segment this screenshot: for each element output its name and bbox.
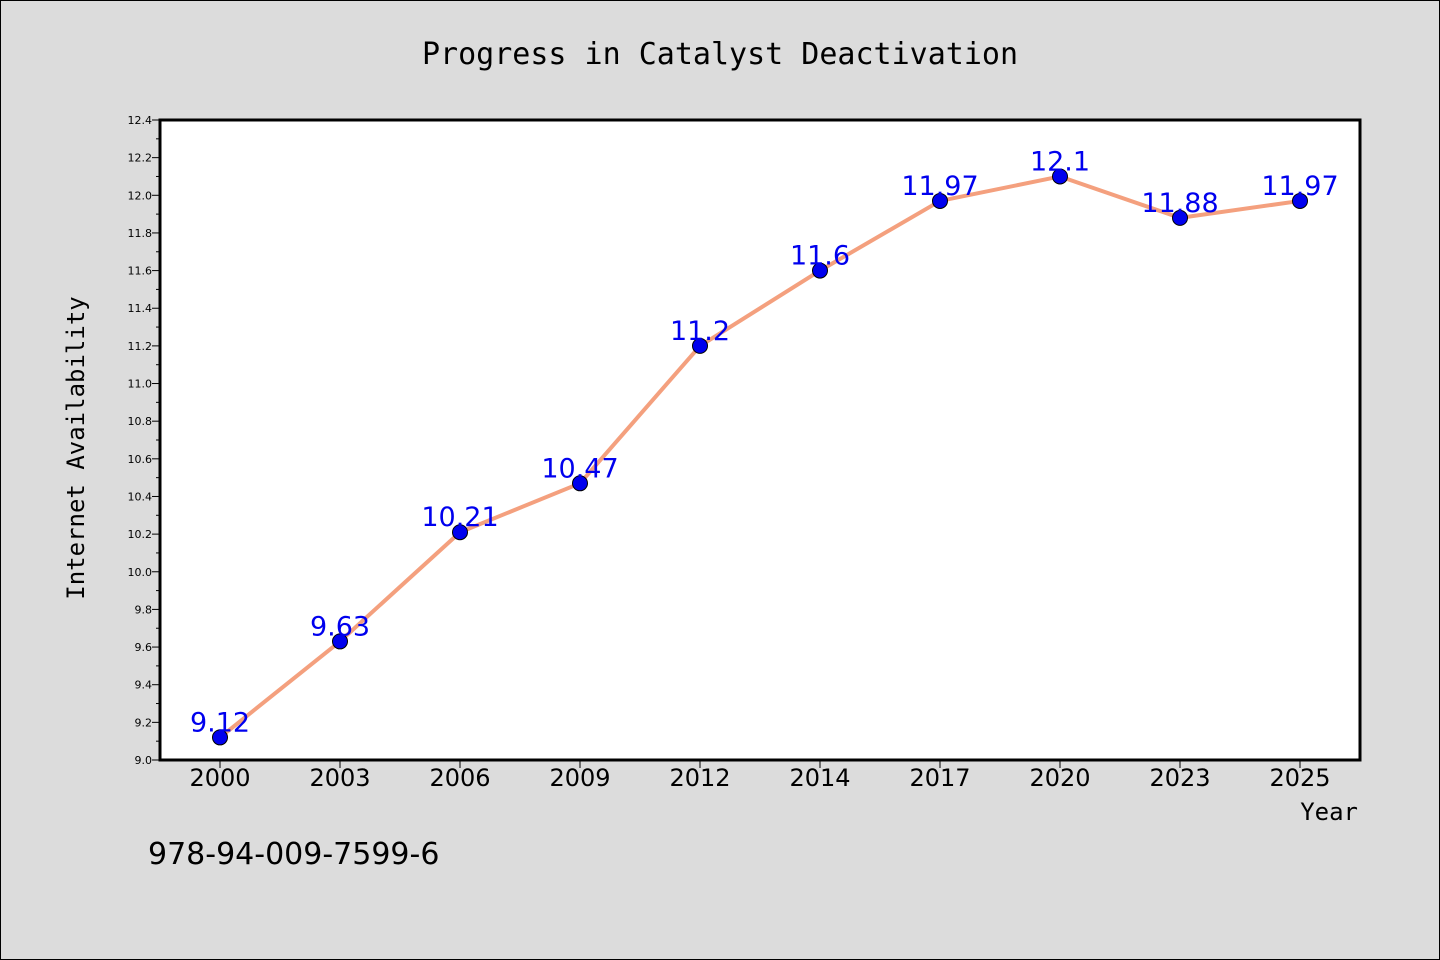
y-tick-label: 12.4 <box>128 114 153 127</box>
data-label: 11.88 <box>1141 188 1218 219</box>
x-tick-label: 2000 <box>189 764 250 792</box>
data-label: 11.6 <box>790 241 850 272</box>
y-tick-label: 11.0 <box>128 378 153 391</box>
data-label: 11.97 <box>1261 171 1338 202</box>
y-tick-label: 11.8 <box>128 227 153 240</box>
data-point <box>812 262 828 279</box>
y-tick-label: 9.4 <box>135 679 153 692</box>
series-line <box>218 174 1302 740</box>
y-tick-label: 12.2 <box>128 152 153 165</box>
x-axis-ticks: 2000 2003 2006 2009 2012 2014 2017 2020 2023 2025 <box>189 760 1331 792</box>
data-label: 11.2 <box>670 316 730 347</box>
y-tick-label: 10.2 <box>128 528 153 541</box>
x-tick-label: 2025 <box>1269 764 1330 792</box>
data-label: 12.1 <box>1030 146 1090 177</box>
data-point <box>1052 168 1068 185</box>
data-point <box>452 524 468 541</box>
x-axis-label: Year <box>1300 798 1358 826</box>
plot-border <box>158 118 1362 762</box>
chart-title: Progress in Catalyst Deactivation <box>422 37 1018 72</box>
data-label: 10.21 <box>421 502 498 533</box>
data-labels: 9.12 9.63 10.21 10.47 11.2 11.6 11.97 12.1 11.88… <box>190 146 1339 738</box>
x-tick-label: 2012 <box>669 764 730 792</box>
isbn-text: 978-94-009-7599-6 <box>148 837 439 872</box>
plot-area <box>160 120 1360 760</box>
x-tick-label: 2009 <box>549 764 610 792</box>
y-tick-label: 10.0 <box>128 566 153 579</box>
y-axis-ticks: 9.0 9.2 9.4 9.6 9.8 10.0 10.2 10.4 10.6 10.8 11.0 1… <box>128 114 160 767</box>
y-tick-label: 9.8 <box>135 603 153 616</box>
y-tick-label: 11.2 <box>128 340 153 353</box>
y-tick-label: 12.0 <box>128 189 153 202</box>
y-tick-label: 11.4 <box>128 302 153 315</box>
y-tick-label: 10.4 <box>128 490 153 503</box>
data-point <box>212 729 228 746</box>
y-tick-label: 9.2 <box>135 716 153 729</box>
y-tick-label: 10.8 <box>128 415 153 428</box>
y-tick-label: 11.6 <box>128 265 153 278</box>
x-tick-label: 2003 <box>309 764 370 792</box>
x-tick-label: 2006 <box>429 764 490 792</box>
data-point <box>1172 209 1188 226</box>
data-label: 11.97 <box>901 171 978 202</box>
y-tick-label: 10.6 <box>128 453 153 466</box>
data-point <box>572 475 588 492</box>
y-axis-label: Internet Availability <box>62 296 90 599</box>
data-point <box>1292 192 1308 209</box>
data-label: 9.12 <box>190 707 250 738</box>
x-tick-label: 2023 <box>1149 764 1210 792</box>
data-label: 9.63 <box>310 611 370 642</box>
data-point <box>332 633 348 650</box>
data-markers <box>212 168 1308 746</box>
data-label: 10.47 <box>541 453 618 484</box>
x-tick-label: 2020 <box>1029 764 1090 792</box>
y-tick-label: 9.0 <box>135 754 153 767</box>
x-tick-label: 2014 <box>789 764 850 792</box>
y-tick-label: 9.6 <box>135 641 153 654</box>
data-point <box>692 337 708 354</box>
data-point <box>932 192 948 209</box>
x-tick-label: 2017 <box>909 764 970 792</box>
